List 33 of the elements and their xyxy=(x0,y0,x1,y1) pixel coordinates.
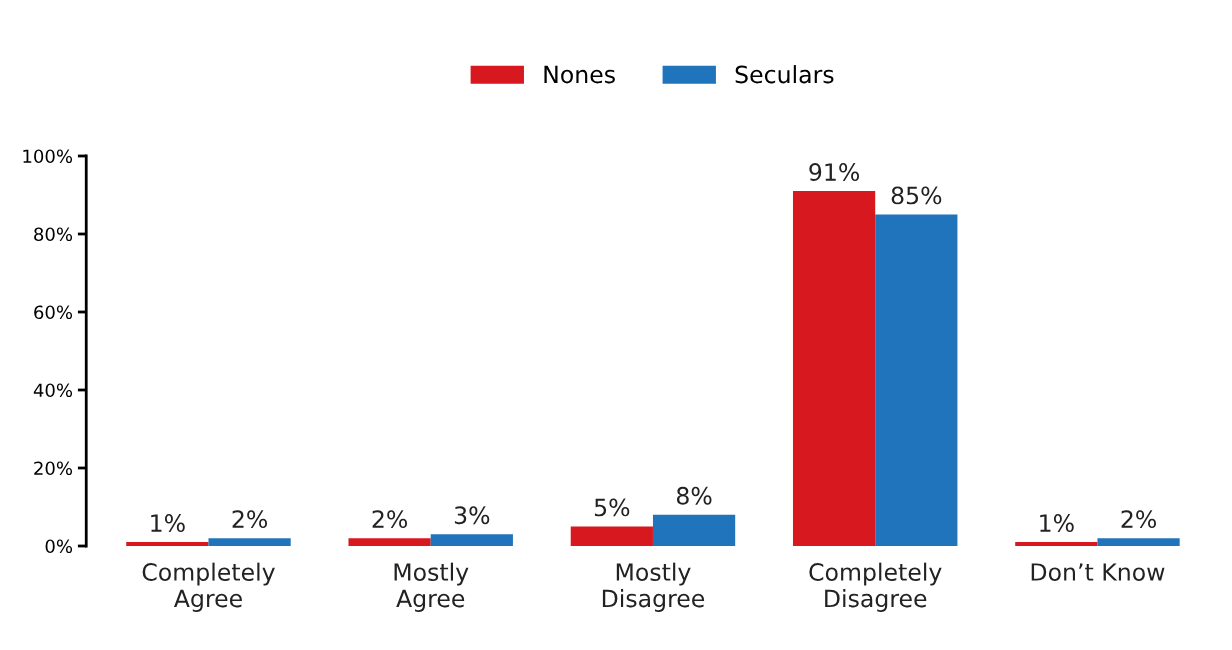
y-tick-label: 20% xyxy=(34,461,73,476)
bar xyxy=(652,514,736,546)
y-tick-label: 80% xyxy=(34,227,73,242)
bar xyxy=(570,526,653,546)
data-label: 85% xyxy=(891,186,942,205)
bar xyxy=(430,534,513,546)
data-label: 3% xyxy=(454,506,490,525)
data-label: 5% xyxy=(594,498,630,517)
data-label: 1% xyxy=(151,514,185,532)
data-label: 1% xyxy=(1040,514,1074,532)
x-tick-label: Don’t Know xyxy=(1031,563,1165,581)
bar xyxy=(792,191,876,546)
legend-label: Nones xyxy=(544,65,615,84)
bar xyxy=(1097,538,1180,546)
y-tick-label: 100% xyxy=(23,149,73,164)
data-label: 91% xyxy=(809,163,860,181)
x-tick-label: Completely Disagree xyxy=(809,562,942,612)
bar xyxy=(875,214,958,546)
y-tick-label: 60% xyxy=(34,305,73,320)
data-label: 8% xyxy=(676,486,712,505)
bar xyxy=(348,538,431,546)
bar xyxy=(1015,542,1098,546)
data-label: 2% xyxy=(232,510,268,529)
bar xyxy=(208,538,291,546)
data-label: 2% xyxy=(372,510,408,529)
x-tick-label: Completely Agree xyxy=(142,562,275,612)
data-label: 2% xyxy=(1121,510,1156,529)
y-tick-label: 40% xyxy=(33,383,73,398)
y-tick-label: 0% xyxy=(45,539,73,554)
bar xyxy=(126,542,209,546)
x-tick-label: Mostly Disagree xyxy=(602,562,705,612)
x-tick-label: Mostly Agree xyxy=(394,562,469,612)
legend-label: Seculars xyxy=(735,65,834,84)
